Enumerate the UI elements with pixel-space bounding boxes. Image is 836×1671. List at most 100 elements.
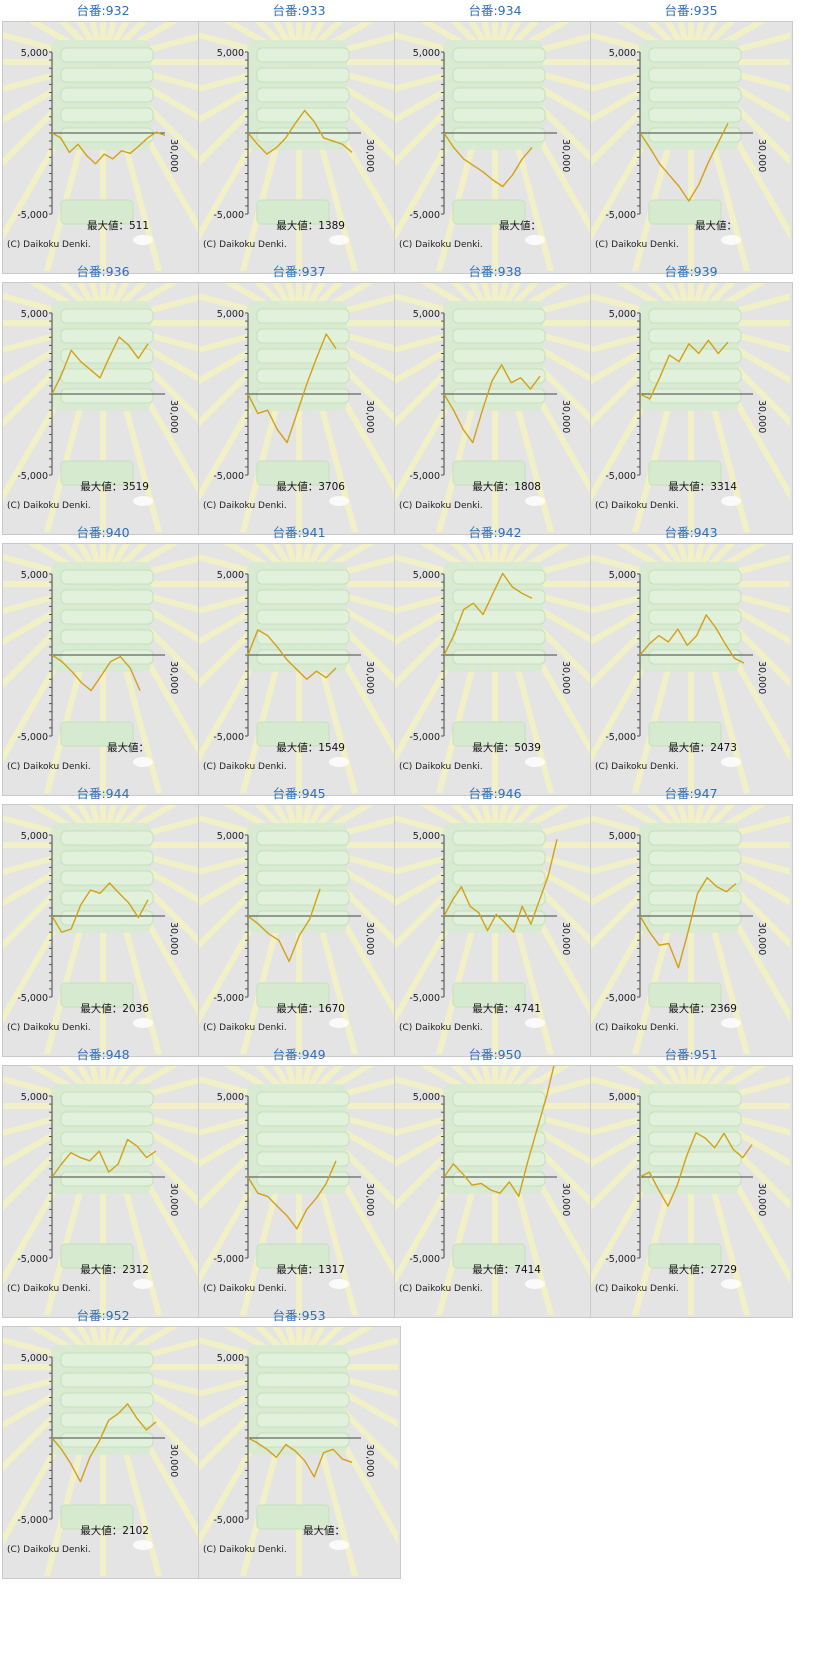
slump-line <box>51 1138 157 1178</box>
y-tick-label-bottom: -5,000 <box>17 993 48 1004</box>
background-artwork <box>199 283 398 532</box>
slump-line <box>247 333 337 444</box>
slump-graph: 5,000 -5,000 30,000 最大値：5039 (C) Daikoku Den… <box>395 544 594 793</box>
background-artwork <box>591 544 790 793</box>
y-tick-label-bottom: -5,000 <box>409 732 440 743</box>
copyright-text: (C) Daikoku Denki. <box>203 762 287 772</box>
y-tick-label-top: 5,000 <box>413 309 440 320</box>
graph-panel: 5,000 -5,000 30,000 最大値： (C) Daikoku Denki. <box>2 543 205 796</box>
y-tick-label-top: 5,000 <box>217 1092 244 1103</box>
y-tick-label-bottom: -5,000 <box>213 1254 244 1265</box>
x-tick-label: 30,000 <box>364 400 375 433</box>
machine-number-link[interactable]: 台番:936 <box>76 264 130 279</box>
slump-line <box>51 131 166 165</box>
graph-panel: 5,000 -5,000 30,000 最大値：1549 (C) Daikoku Den… <box>198 543 401 796</box>
y-tick-label-top: 5,000 <box>21 1353 48 1364</box>
slump-graph: 5,000 -5,000 30,000 最大値：2369 (C) Daikoku Den… <box>591 805 790 1054</box>
slump-graph: 5,000 -5,000 30,000 最大値：2729 (C) Daikoku Den… <box>591 1066 790 1315</box>
slump-line <box>443 363 541 444</box>
graph-panel: 5,000 -5,000 30,000 最大値：2312 (C) Daikoku Den… <box>2 1065 205 1318</box>
machine-number-link[interactable]: 台番:943 <box>664 525 718 540</box>
graph-panel: 5,000 -5,000 30,000 最大値：2369 (C) Daikoku Den… <box>590 804 793 1057</box>
background-artwork <box>395 22 594 271</box>
y-tick-label-bottom: -5,000 <box>213 210 244 221</box>
background-artwork <box>3 1066 202 1315</box>
machine-number-link[interactable]: 台番:944 <box>76 786 130 801</box>
graph-panel: 5,000 -5,000 30,000 最大値：1317 (C) Daikoku Den… <box>198 1065 401 1318</box>
x-tick-label: 30,000 <box>364 661 375 694</box>
max-value-label: 最大値：3706 <box>276 480 345 493</box>
y-tick-label-bottom: -5,000 <box>605 732 636 743</box>
machine-number-link[interactable]: 台番:945 <box>272 786 326 801</box>
machine-number-link[interactable]: 台番:938 <box>468 264 522 279</box>
x-tick-label: 30,000 <box>756 661 767 694</box>
copyright-text: (C) Daikoku Denki. <box>7 240 91 250</box>
x-tick-label: 30,000 <box>560 400 571 433</box>
max-value-label: 最大値： <box>695 219 737 232</box>
background-artwork <box>395 805 594 1054</box>
machine-number-link[interactable]: 台番:933 <box>272 3 326 18</box>
max-value-label: 最大値： <box>303 1524 345 1537</box>
slump-line <box>639 1132 753 1207</box>
slump-line <box>51 336 149 395</box>
machine-number-link[interactable]: 台番:946 <box>468 786 522 801</box>
y-tick-label-bottom: -5,000 <box>213 993 244 1004</box>
slump-graph: 5,000 -5,000 30,000 最大値： (C) Daikoku Denki. <box>199 1327 398 1576</box>
y-tick-label-bottom: -5,000 <box>409 471 440 482</box>
y-tick-label-top: 5,000 <box>21 570 48 581</box>
background-artwork <box>199 805 398 1054</box>
slump-graph: 5,000 -5,000 30,000 最大値：511 (C) Daikoku Denk… <box>3 22 202 271</box>
slump-graph: 5,000 -5,000 30,000 最大値：1670 (C) Daikoku Den… <box>199 805 398 1054</box>
max-value-label: 最大値：511 <box>87 219 149 232</box>
slump-graph: 5,000 -5,000 30,000 最大値：1808 (C) Daikoku Den… <box>395 283 594 532</box>
y-tick-label-top: 5,000 <box>609 48 636 59</box>
machine-number-link[interactable]: 台番:950 <box>468 1047 522 1062</box>
machine-number-link[interactable]: 台番:940 <box>76 525 130 540</box>
x-tick-label: 30,000 <box>756 1183 767 1216</box>
slump-graph: 5,000 -5,000 30,000 最大値： (C) Daikoku Denki. <box>591 22 790 271</box>
slump-line <box>443 132 533 188</box>
machine-number-link[interactable]: 台番:939 <box>664 264 718 279</box>
machine-number-link[interactable]: 台番:942 <box>468 525 522 540</box>
slump-graph: 5,000 -5,000 30,000 最大値：4741 (C) Daikoku Den… <box>395 805 594 1054</box>
max-value-label: 最大値：2102 <box>80 1524 149 1537</box>
max-value-label: 最大値：2036 <box>80 1002 149 1015</box>
y-tick-label-top: 5,000 <box>21 309 48 320</box>
y-tick-label-bottom: -5,000 <box>213 471 244 482</box>
slump-line <box>639 876 737 969</box>
background-artwork <box>3 22 202 271</box>
slump-graph: 5,000 -5,000 30,000 最大値：2312 (C) Daikoku Den… <box>3 1066 202 1315</box>
slump-graph: 5,000 -5,000 30,000 最大値：3519 (C) Daikoku Den… <box>3 283 202 532</box>
copyright-text: (C) Daikoku Denki. <box>203 501 287 511</box>
graph-panel: 5,000 -5,000 30,000 最大値：1670 (C) Daikoku Den… <box>198 804 401 1057</box>
machine-number-link[interactable]: 台番:951 <box>664 1047 718 1062</box>
slump-line <box>51 654 141 692</box>
max-value-label: 最大値：3519 <box>80 480 149 493</box>
copyright-text: (C) Daikoku Denki. <box>203 1545 287 1555</box>
machine-number-link[interactable]: 台番:941 <box>272 525 326 540</box>
machine-number-link[interactable]: 台番:949 <box>272 1047 326 1062</box>
slump-line <box>51 882 149 933</box>
machine-number-link[interactable]: 台番:937 <box>272 264 326 279</box>
y-tick-label-bottom: -5,000 <box>605 1254 636 1265</box>
slump-line <box>443 839 558 933</box>
y-tick-label-top: 5,000 <box>217 570 244 581</box>
background-artwork <box>199 1327 398 1576</box>
machine-number-link[interactable]: 台番:935 <box>664 3 718 18</box>
x-tick-label: 30,000 <box>560 661 571 694</box>
machine-number-link[interactable]: 台番:934 <box>468 3 522 18</box>
x-tick-label: 30,000 <box>756 400 767 433</box>
machine-number-link[interactable]: 台番:948 <box>76 1047 130 1062</box>
max-value-label: 最大値：1670 <box>276 1002 345 1015</box>
x-tick-label: 30,000 <box>168 400 179 433</box>
y-tick-label-top: 5,000 <box>413 831 440 842</box>
background-artwork <box>3 283 202 532</box>
machine-number-link[interactable]: 台番:953 <box>272 1308 326 1323</box>
max-value-label: 最大値：2473 <box>668 741 737 754</box>
machine-number-link[interactable]: 台番:947 <box>664 786 718 801</box>
copyright-text: (C) Daikoku Denki. <box>595 762 679 772</box>
x-tick-label: 30,000 <box>168 922 179 955</box>
machine-number-link[interactable]: 台番:952 <box>76 1308 130 1323</box>
machine-number-link[interactable]: 台番:932 <box>76 3 130 18</box>
